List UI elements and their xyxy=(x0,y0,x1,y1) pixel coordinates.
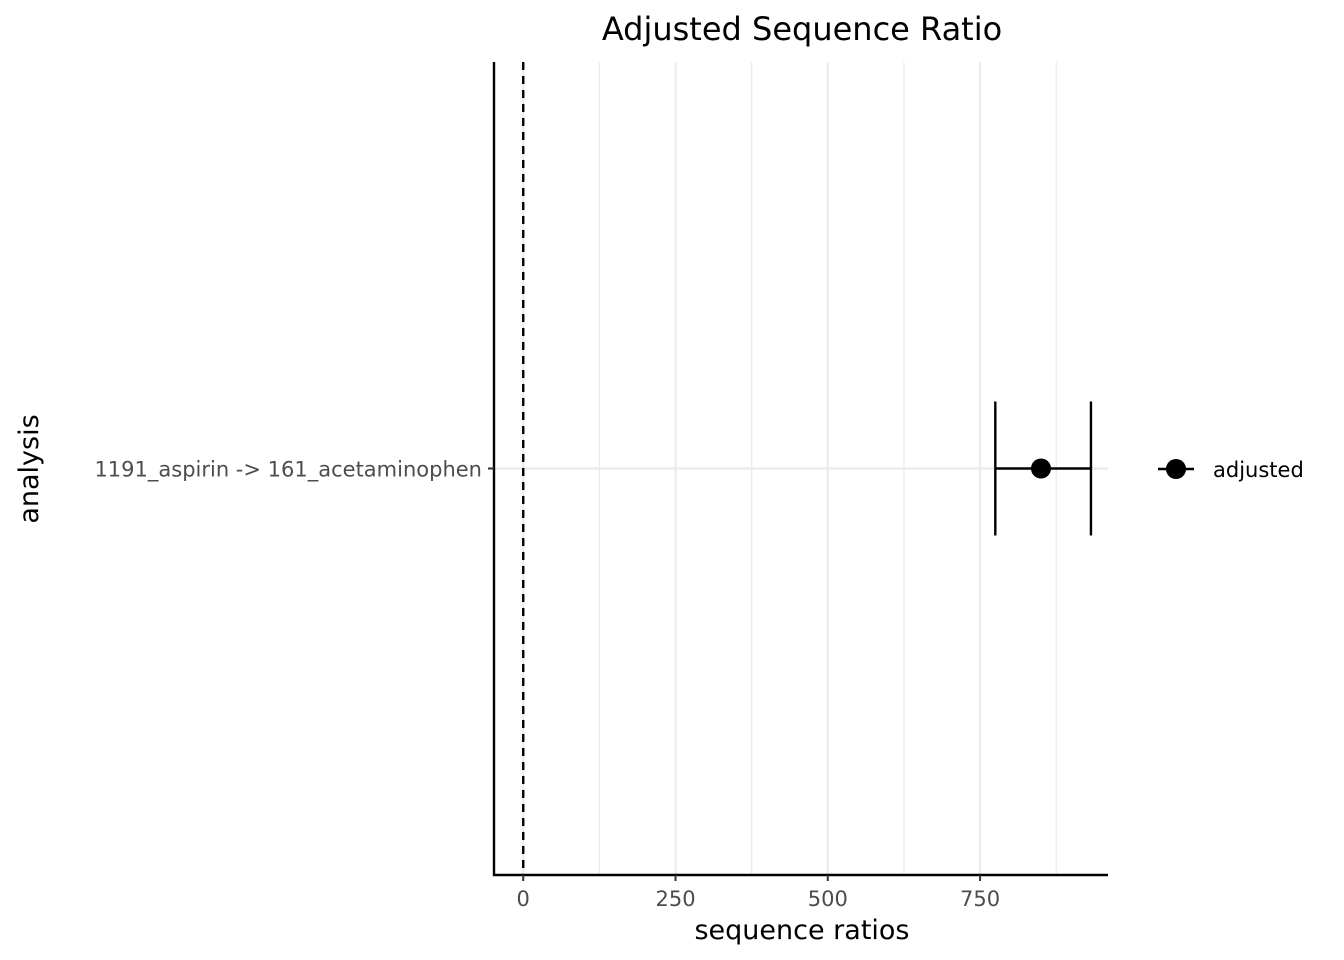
y-axis-title: analysis xyxy=(14,414,45,523)
x-tick-label: 250 xyxy=(655,887,695,911)
data-layer xyxy=(994,401,1093,536)
legend-key-point xyxy=(1166,459,1186,479)
tick-labels: 0 250 500 750 1191_aspirin -> 161_acetaminop… xyxy=(94,458,1000,912)
legend: adjusted xyxy=(1158,458,1304,482)
chart-title: Adjusted Sequence Ratio xyxy=(602,10,1002,48)
x-axis-title: sequence ratios xyxy=(694,915,909,946)
x-tick-label: 500 xyxy=(808,887,848,911)
data-point xyxy=(1030,458,1051,479)
y-tick-label: 1191_aspirin -> 161_acetaminophen xyxy=(94,458,482,483)
axes xyxy=(488,62,1108,881)
x-tick-label: 0 xyxy=(517,887,530,911)
legend-label: adjusted xyxy=(1213,458,1304,482)
x-tick-label: 750 xyxy=(960,887,1000,911)
